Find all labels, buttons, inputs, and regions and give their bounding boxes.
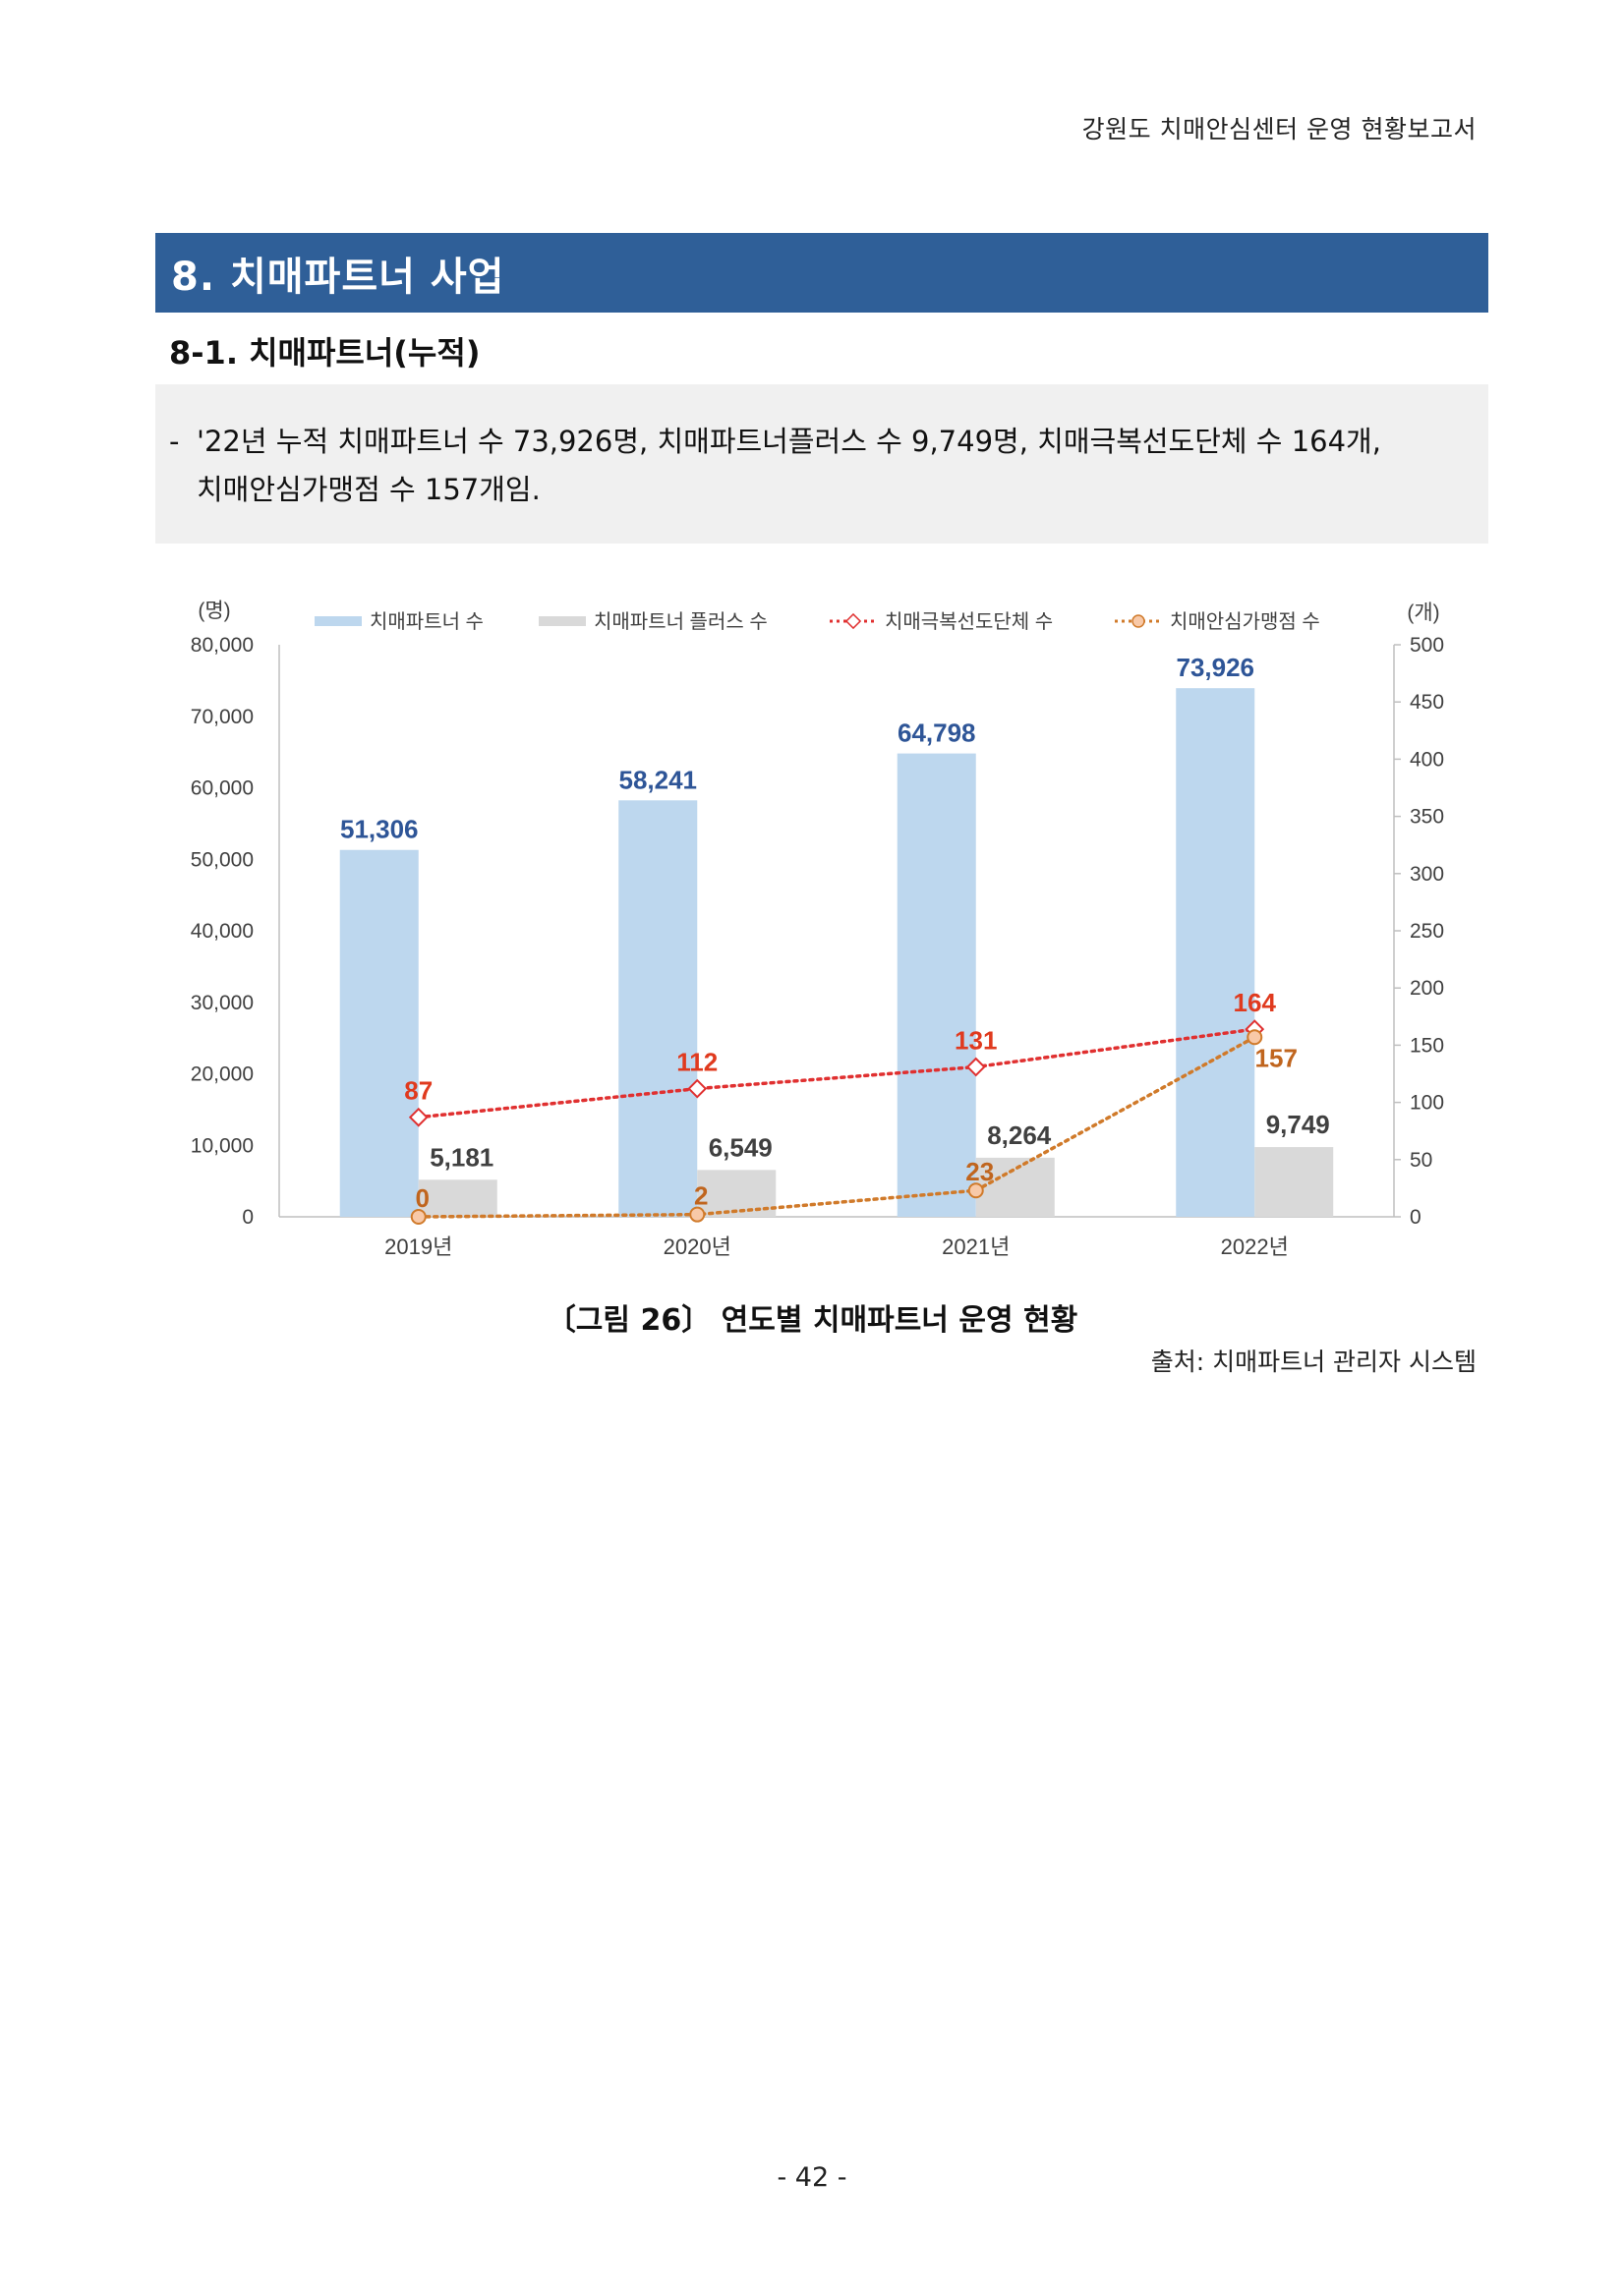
left-tick-label: 60,000 [191,777,254,800]
line-point-diamond [965,1057,986,1077]
left-tick-label: 50,000 [191,848,254,871]
bar-value-label: 58,241 [618,765,697,794]
line-value-label: 23 [965,1157,994,1186]
legend-marker [844,612,862,630]
line-point-circle [410,1209,427,1225]
bar-value-label: 51,306 [340,815,419,844]
bar-value-label: 73,926 [1176,653,1254,682]
bar-value-label: 6,549 [709,1132,773,1162]
right-tick-label: 150 [1410,1034,1444,1057]
bar-value-label: 5,181 [430,1142,493,1172]
left-tick-label: 40,000 [191,920,254,943]
legend-label: 치매극복선도단체 수 [885,610,1053,633]
line-value-label: 112 [676,1048,718,1077]
right-tick-label: 500 [1410,634,1444,657]
left-axis-unit: (명) [198,600,230,622]
figure-source: 출처: 치매파트너 관리자 시스템 [1150,1348,1477,1376]
figure-caption: 〔그림 26〕 연도별 치매파트너 운영 현황 [546,1303,1078,1338]
right-tick-label: 250 [1410,920,1444,943]
left-tick-label: 0 [242,1206,254,1229]
summary-text-1: '22년 누적 치매파트너 수 73,926명, 치매파트너플러스 수 9,74… [197,425,1381,458]
line-point-circle [967,1182,984,1199]
bar-partner [1176,688,1255,1217]
bar-partner-plus [418,1179,497,1217]
bar-partner-plus [975,1157,1055,1217]
category-label: 2019년 [384,1234,452,1259]
category-label: 2022년 [1221,1234,1289,1259]
line-value-label: 164 [1234,988,1277,1017]
bar-value-label: 64,798 [898,718,976,748]
right-tick-label: 350 [1410,806,1444,829]
legend-label: 치매안심가맹점 수 [1170,610,1320,633]
right-tick-label: 450 [1410,691,1444,714]
bar-value-label: 8,264 [987,1120,1052,1150]
summary-line-2: 치매안심가맹점 수 157개임. [169,466,1465,514]
left-tick-label: 30,000 [191,992,254,1014]
running-header: 강원도 치매안심센터 운영 현황보고서 [1081,115,1477,144]
right-tick-label: 100 [1410,1092,1444,1115]
summary-dash: - [169,425,180,458]
bar-partner [618,800,698,1217]
legend-marker [1131,614,1145,628]
legend-label: 치매파트너 플러스 수 [594,610,768,633]
right-tick-label: 0 [1410,1206,1421,1229]
legend-label: 치매파트너 수 [370,610,484,633]
bar-partner [897,753,976,1217]
line-leading-groups [417,1027,1256,1119]
left-tick-label: 20,000 [191,1063,254,1086]
right-tick-label: 400 [1410,748,1444,771]
right-tick-label: 200 [1410,977,1444,1000]
summary-box: - '22년 누적 치매파트너 수 73,926명, 치매파트너플러스 수 9,… [155,384,1488,544]
line-point-circle [1247,1029,1263,1046]
line-point-diamond [687,1078,708,1099]
line-value-label: 0 [416,1183,430,1213]
bar-partner [339,849,419,1217]
page-number: - 42 - [777,2162,847,2193]
line-value-label: 87 [404,1076,433,1106]
left-tick-label: 70,000 [191,706,254,728]
line-point-diamond [408,1107,429,1127]
category-label: 2021년 [942,1234,1010,1259]
partner-chart: 0 10,000 20,000 30,000 40,000 50,000 60,000 70,… [167,588,1475,1286]
section-title-bar: 8. 치매파트너 사업 [155,233,1488,313]
line-value-label: 2 [694,1181,708,1211]
line-value-label: 157 [1255,1043,1298,1072]
legend-swatch [315,616,362,626]
line-safe-stores [417,1035,1256,1219]
bar-partner-plus [1254,1147,1334,1217]
summary-text-2: 치매안심가맹점 수 157개임. [197,473,541,506]
right-tick-label: 50 [1410,1149,1432,1172]
category-label: 2020년 [664,1234,731,1259]
summary-line-1: - '22년 누적 치매파트너 수 73,926명, 치매파트너플러스 수 9,… [169,418,1465,466]
line-value-label: 131 [955,1026,997,1056]
right-tick-label: 300 [1410,863,1444,886]
section-title: 8. 치매파트너 사업 [171,254,505,300]
legend-swatch [539,616,586,626]
chart-svg: 0 10,000 20,000 30,000 40,000 50,000 60,000 70,… [191,600,1444,1259]
subsection-title: 8-1. 치매파트너(누적) [169,334,481,372]
line-point-circle [689,1206,706,1223]
left-tick-label: 80,000 [191,634,254,657]
right-axis-unit: (개) [1407,602,1439,624]
bar-value-label: 9,749 [1266,1110,1330,1139]
left-tick-label: 10,000 [191,1134,254,1157]
